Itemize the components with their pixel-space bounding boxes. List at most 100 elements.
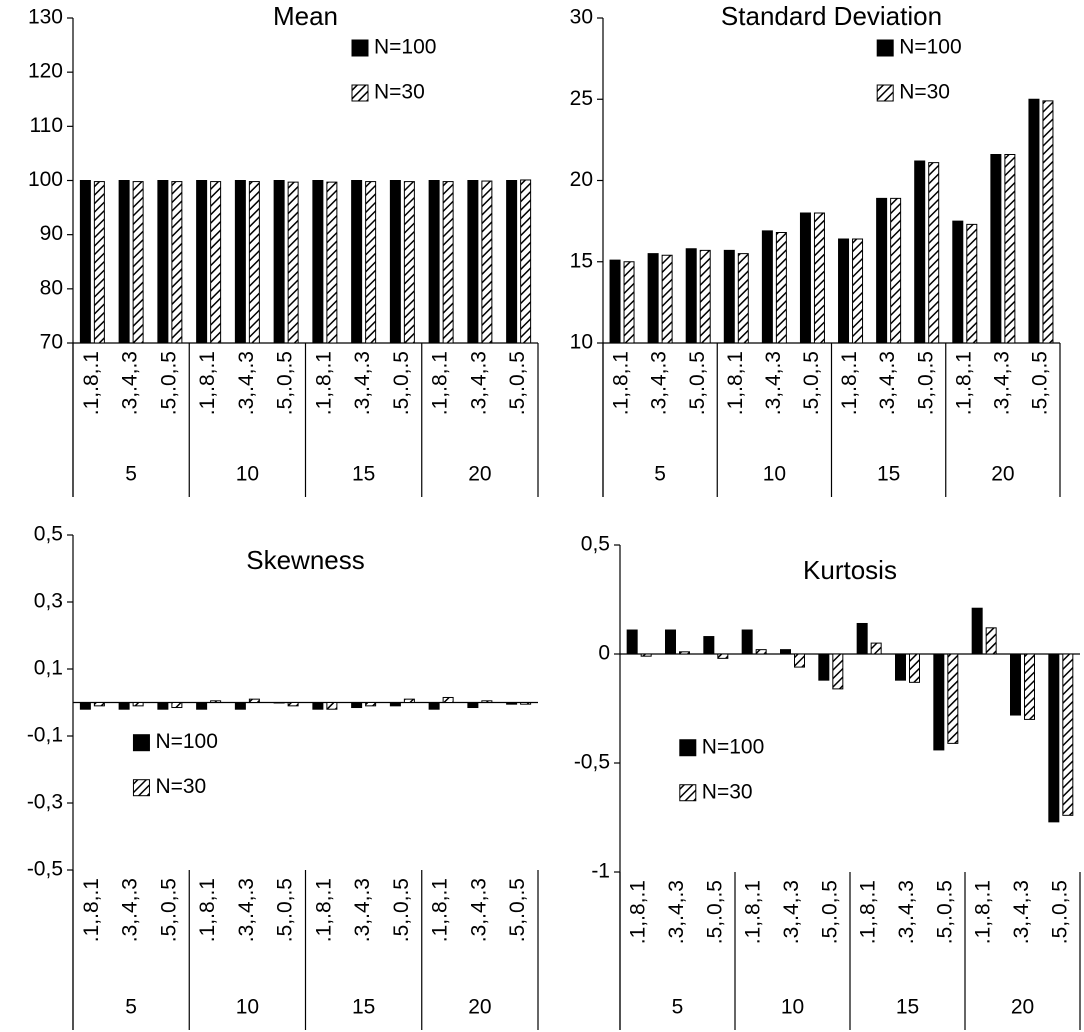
bar [890,197,902,344]
y-tick-label: 25 [570,87,593,110]
x-tick-label: .5,.0,.5 [390,878,413,942]
bar [947,653,959,744]
bar [665,629,676,655]
group-label: 15 [352,463,375,486]
x-tick-label: .3,.4,.3 [990,351,1013,415]
bar [157,180,169,344]
bar [741,629,753,655]
bar [1010,653,1021,716]
bar [196,180,208,344]
bar [467,180,479,344]
y-tick-label: -0,5 [27,858,63,881]
bar [234,702,246,710]
group-label: 5 [672,996,684,1019]
bar [273,702,285,704]
bar [118,702,130,710]
bar [909,653,920,683]
bar [287,702,299,707]
bar [506,702,518,705]
x-tick-label: .3,.4,.3 [235,351,258,415]
x-tick-label: .3,.4,.3 [780,880,803,944]
x-tick-label: .1,.8,.1 [80,878,103,942]
y-tick-label: 0,5 [581,533,610,556]
x-tick-label: .5,.0,.5 [818,880,841,944]
bar [365,181,377,344]
x-tick-label: .3,.4,.3 [876,351,899,415]
legend-swatch [876,39,894,57]
bar [870,642,882,655]
bar [794,653,805,668]
y-tick-label: -0,1 [27,724,63,747]
group-label: 10 [781,996,804,1019]
bar [287,181,299,344]
bar [626,629,638,655]
bar [737,253,749,344]
group-label: 5 [125,996,137,1019]
group-label: 15 [896,996,919,1019]
group-label: 20 [991,463,1014,486]
y-tick-label: 0,3 [34,590,63,613]
x-tick-label: .3,.4,.3 [351,351,374,415]
group-label: 10 [763,463,786,486]
bar [775,232,787,344]
x-tick-label: .1,.8,.1 [429,878,452,942]
legend-swatch [351,39,369,57]
y-tick-label: 100 [28,168,63,191]
bar [248,698,260,704]
y-tick-label: -1 [591,860,610,883]
bar [1062,653,1074,816]
bar [312,702,324,710]
legend-label: N=30 [899,81,950,104]
bar [1048,653,1060,823]
bar [832,653,844,690]
legend-swatch [132,734,150,752]
bar [93,181,105,344]
bar [876,197,888,344]
x-tick-label: .5,.0,.5 [157,351,180,415]
bar [679,651,690,655]
bar [481,700,493,704]
y-tick-label: 80 [40,276,63,299]
bar [389,702,401,707]
y-tick-label: 10 [570,331,593,354]
x-tick-label: .3,.4,.3 [762,351,785,415]
bar [933,653,945,751]
x-tick-label: .1,.8,.1 [312,351,335,415]
group-label: 10 [236,463,259,486]
y-tick-label: 15 [570,249,593,272]
x-tick-label: .3,.4,.3 [119,351,142,415]
x-tick-label: .5,.0,.5 [1029,351,1052,415]
bar [467,702,479,709]
y-tick-label: 70 [40,331,63,354]
bar [79,180,91,344]
bar [389,180,401,344]
bar [248,181,260,344]
bar [703,636,715,655]
bar [118,180,130,344]
bar [818,653,830,681]
x-tick-label: .1,.8,.1 [429,351,452,415]
bar [780,649,791,655]
x-tick-label: .3,.4,.3 [1010,880,1033,944]
bar [365,702,377,707]
x-tick-label: .3,.4,.3 [895,880,918,944]
x-tick-label: .1,.8,.1 [196,351,219,415]
bar [520,179,532,344]
x-tick-label: .5,.0,.5 [157,878,180,942]
bar [914,160,926,344]
y-tick-label: -0,5 [574,751,610,774]
bar [442,696,454,703]
legend-label: N=30 [155,775,206,798]
bar [755,649,767,655]
x-tick-label: .3,.4,.3 [467,878,490,942]
bar [990,154,1002,344]
x-tick-label: .3,.4,.3 [648,351,671,415]
bar [403,181,415,344]
chart-title: Standard Deviation [721,1,942,31]
group-label: 20 [1011,996,1034,1019]
group-label: 20 [468,996,491,1019]
x-tick-label: .1,.8,.1 [724,351,747,415]
bar [132,702,144,707]
bar [1004,154,1016,344]
bar [210,700,222,704]
